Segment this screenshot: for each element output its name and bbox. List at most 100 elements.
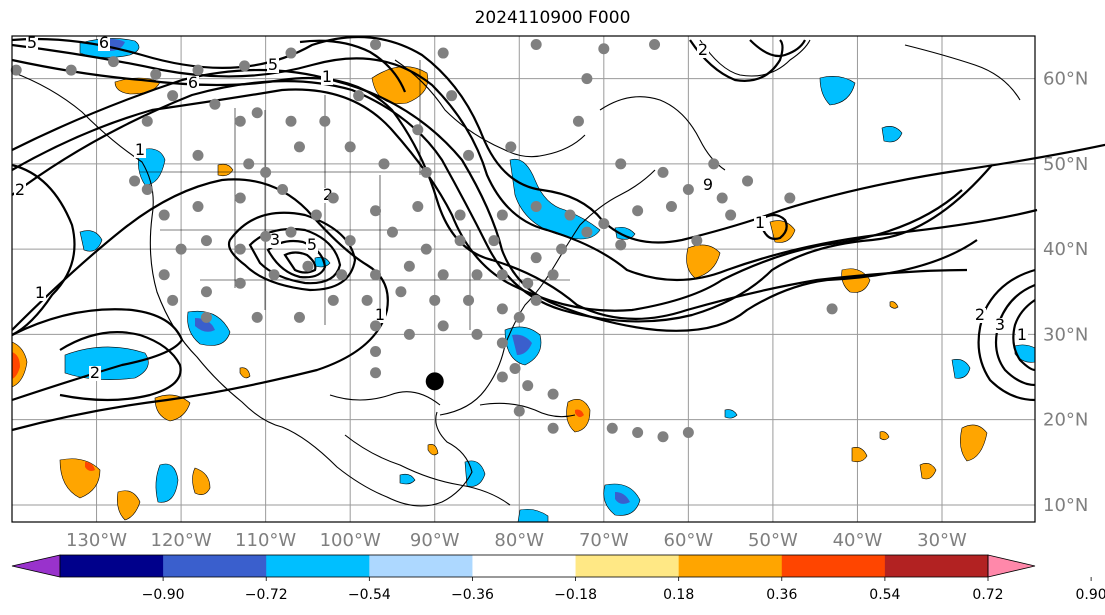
anomaly-blob-positive <box>879 431 890 441</box>
station-dot <box>353 90 365 102</box>
station-dot <box>234 243 246 255</box>
station-dot <box>471 269 483 281</box>
contour-label: 6 <box>188 73 198 92</box>
station-dot <box>530 39 542 51</box>
station-dot <box>615 158 627 170</box>
contour-label: 5 <box>307 235 317 254</box>
longitude-label: 70°W <box>579 530 629 551</box>
longitude-label: 130°W <box>66 530 127 551</box>
station-dot <box>429 294 441 306</box>
station-dot <box>437 47 449 59</box>
station-dot <box>129 175 141 187</box>
contour-label: 2 <box>15 180 25 199</box>
station-dot <box>336 269 348 281</box>
station-dot <box>268 269 280 281</box>
longitude-label: 50°W <box>748 530 798 551</box>
contour-label-bg <box>1016 328 1028 343</box>
contour-label: 3 <box>995 315 1005 334</box>
contour-label: 1 <box>755 213 765 232</box>
station-dot <box>234 115 246 127</box>
contour-label: 6 <box>99 33 109 52</box>
contour-label-bg <box>974 308 986 323</box>
anomaly-blob-positive <box>889 301 899 309</box>
colorbar-segment <box>266 555 370 577</box>
station-dot <box>496 337 508 349</box>
station-dot <box>403 260 415 272</box>
station-dot <box>378 158 390 170</box>
colorbar-tick-label: −0.90 <box>142 587 185 603</box>
longitude-label: 40°W <box>833 530 883 551</box>
contour-label: 5 <box>268 55 278 74</box>
station-dot <box>547 269 559 281</box>
colorbar <box>11 554 1036 578</box>
station-dot <box>598 43 610 55</box>
station-dot <box>454 235 466 247</box>
station-dot <box>234 192 246 204</box>
station-dot <box>107 56 119 68</box>
contour-label-bg <box>134 143 146 158</box>
station-dot <box>293 311 305 323</box>
station-dot <box>200 286 212 298</box>
station-dot <box>547 388 559 400</box>
contour-label: 3 <box>270 230 280 249</box>
station-dot <box>192 149 204 161</box>
station-dot <box>581 226 593 238</box>
station-dot <box>496 209 508 221</box>
station-dot <box>437 320 449 332</box>
contour-label: 1 <box>375 305 385 324</box>
storm-center-marker <box>425 372 444 391</box>
colorbar-extend-low <box>11 554 61 578</box>
station-dot <box>513 311 525 323</box>
station-dot <box>141 115 153 127</box>
station-dot <box>395 286 407 298</box>
contour-label: 2 <box>975 305 985 324</box>
station-dot <box>463 149 475 161</box>
colorbar-segment <box>163 555 267 577</box>
colorbar-segment <box>369 555 473 577</box>
colorbar-tick-label: 0.54 <box>869 587 900 603</box>
station-dot <box>598 218 610 230</box>
station-dot <box>386 226 398 238</box>
station-dot <box>496 371 508 383</box>
station-dot <box>784 192 796 204</box>
contour-label: 2 <box>323 185 333 204</box>
station-dot <box>310 209 322 221</box>
contour-label-bg <box>89 366 101 381</box>
station-dot <box>446 90 458 102</box>
contour-label: 2 <box>698 40 708 59</box>
station-dot <box>361 294 373 306</box>
station-dot <box>615 239 627 251</box>
contour-label-bg <box>14 183 26 198</box>
station-dot <box>632 205 644 217</box>
station-dot <box>192 201 204 213</box>
contour-label: 1 <box>1017 325 1027 344</box>
latitude-label: 30°N <box>1043 324 1088 345</box>
colorbar-segment <box>575 555 680 577</box>
station-dot <box>251 311 263 323</box>
station-markers <box>10 39 838 443</box>
station-dot <box>251 107 263 119</box>
station-dot <box>708 158 720 170</box>
station-dot <box>260 166 272 178</box>
anomaly-blob-positive <box>575 409 584 418</box>
station-dot <box>691 235 703 247</box>
station-dot <box>141 183 153 195</box>
station-dot <box>158 209 170 221</box>
longitude-label: 80°W <box>494 530 544 551</box>
coastlines <box>11 39 1021 507</box>
station-dot <box>682 183 694 195</box>
station-dot <box>564 209 576 221</box>
station-dot <box>530 201 542 213</box>
colorbar-tick-label: 0.90 <box>1076 587 1105 603</box>
station-dot <box>505 141 517 153</box>
station-dot <box>496 269 508 281</box>
station-dot <box>826 303 838 315</box>
colorbar-extend-high <box>987 554 1036 578</box>
station-dot <box>370 269 382 281</box>
anomaly-blob-positive <box>769 220 796 243</box>
station-dot <box>488 235 500 247</box>
colorbar-tick-labels: −0.90 −0.72 −0.54 −0.36 −0.18 0.18 0.36 0.54 0.7… <box>142 577 1105 603</box>
anomaly-blob-negative <box>614 226 636 240</box>
longitude-label: 110°W <box>235 530 296 551</box>
